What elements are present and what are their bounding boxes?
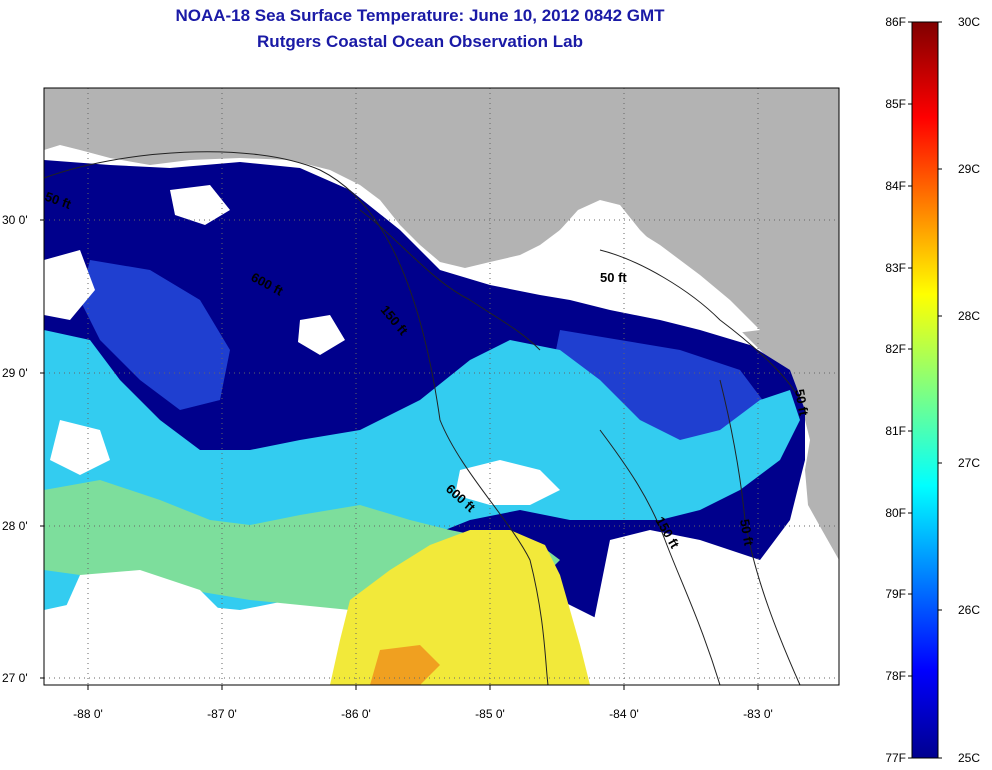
colorbar-c-label: 26C	[958, 603, 980, 617]
contour-50ft-east	[719, 379, 801, 685]
contour-50ft	[599, 249, 801, 401]
land-area	[44, 88, 839, 560]
colorbar	[911, 21, 939, 759]
map-frame	[43, 87, 840, 686]
colorbar-f-label: 77F	[885, 751, 906, 765]
contour-150ft	[359, 209, 541, 351]
colorbar-c-label: 25C	[958, 751, 980, 765]
contour-150ft-east	[599, 429, 721, 685]
sst-blue-patch	[80, 260, 230, 410]
colorbar-f-label: 80F	[885, 506, 906, 520]
lon-tick-label: -85 0'	[475, 707, 505, 721]
colorbar-f-label: 85F	[885, 97, 906, 111]
lon-tick-label: -88 0'	[73, 707, 103, 721]
lon-tick-label: -86 0'	[341, 707, 371, 721]
contour-600ft	[44, 151, 549, 685]
colorbar-ticks	[908, 21, 942, 759]
bathymetry-contours	[44, 151, 801, 685]
colorbar-f-label: 78F	[885, 669, 906, 683]
map-subtitle: Rutgers Coastal Ocean Observation Lab	[257, 32, 583, 51]
sst-yellow-region	[330, 530, 590, 685]
cloud-patch	[455, 460, 560, 505]
cloud-patch	[540, 210, 760, 335]
cloud-patch	[590, 530, 839, 685]
lat-tick-label: 30 0'	[2, 213, 28, 227]
colorbar-c-label: 30C	[958, 15, 980, 29]
lat-tick-label: 28 0'	[2, 519, 28, 533]
colorbar-c-label: 27C	[958, 456, 980, 470]
lon-tick-label: -87 0'	[207, 707, 237, 721]
contour-label: 50 ft	[792, 388, 812, 418]
lat-tick-label: 29 0'	[2, 366, 28, 380]
colorbar-f-label: 86F	[885, 15, 906, 29]
cloud-patch	[170, 185, 230, 225]
sst-map-panel	[44, 88, 839, 685]
cloud-patch	[50, 420, 110, 475]
contour-label: 50 ft	[737, 518, 757, 548]
lat-tick-label: 27 0'	[2, 671, 28, 685]
colorbar-c-label: 28C	[958, 309, 980, 323]
sst-orange-patch	[370, 645, 440, 685]
lon-tick-label: -84 0'	[609, 707, 639, 721]
colorbar-f-label: 84F	[885, 179, 906, 193]
cloud-patch	[60, 570, 230, 660]
lon-tick-label: -83 0'	[743, 707, 773, 721]
colorbar-f-label: 79F	[885, 587, 906, 601]
colorbar-f-label: 83F	[885, 261, 906, 275]
map-title: NOAA-18 Sea Surface Temperature: June 10…	[175, 6, 665, 25]
axis-ticks	[40, 219, 759, 690]
contour-label: 50 ft	[600, 270, 627, 285]
cloud-patch	[44, 250, 95, 320]
cloud-patch	[298, 315, 345, 355]
colorbar-f-label: 81F	[885, 424, 906, 438]
colorbar-c-label: 29C	[958, 162, 980, 176]
colorbar-f-label: 82F	[885, 342, 906, 356]
